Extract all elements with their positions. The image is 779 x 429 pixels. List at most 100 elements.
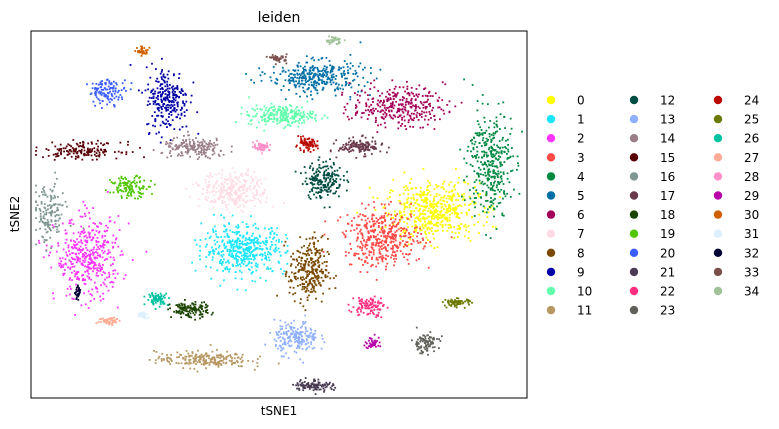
scatter-point: [161, 78, 163, 80]
scatter-point: [416, 217, 419, 220]
scatter-point: [239, 269, 241, 272]
scatter-point: [325, 177, 328, 180]
scatter-point: [489, 206, 491, 208]
scatter-point: [206, 199, 209, 201]
scatter-point: [404, 234, 407, 237]
scatter-point: [495, 130, 497, 133]
scatter-point: [273, 71, 275, 74]
scatter-point: [381, 216, 384, 219]
scatter-point: [319, 270, 322, 272]
scatter-point: [228, 270, 230, 273]
scatter-point: [269, 236, 271, 239]
scatter-point: [254, 248, 256, 251]
scatter-point: [384, 234, 387, 237]
scatter-point: [297, 113, 300, 116]
scatter-point: [43, 189, 45, 192]
scatter-point: [148, 96, 151, 99]
scatter-point: [39, 213, 42, 215]
scatter-point: [460, 195, 463, 198]
scatter-point: [106, 229, 108, 232]
scatter-point: [317, 68, 319, 71]
scatter-point: [304, 68, 307, 71]
scatter-point: [217, 354, 220, 357]
scatter-point: [311, 236, 314, 239]
scatter-point: [457, 192, 459, 195]
scatter-point: [230, 198, 233, 201]
scatter-point: [164, 99, 167, 102]
scatter-point: [235, 190, 238, 193]
scatter-point: [393, 114, 396, 117]
scatter-point: [367, 203, 370, 206]
scatter-point: [184, 362, 186, 365]
scatter-point: [300, 331, 303, 334]
scatter-point: [286, 120, 289, 122]
scatter-point: [360, 116, 363, 119]
scatter-point: [290, 340, 293, 343]
scatter-point: [96, 225, 98, 228]
scatter-point: [424, 101, 427, 104]
scatter-point: [216, 348, 218, 351]
scatter-point: [254, 280, 257, 283]
scatter-point: [151, 115, 154, 117]
scatter-point: [114, 241, 116, 244]
scatter-point: [91, 148, 94, 150]
scatter-point: [240, 365, 242, 367]
scatter-point: [202, 358, 205, 361]
scatter-point: [252, 192, 254, 195]
scatter-point: [302, 321, 304, 323]
scatter-point: [226, 228, 228, 231]
scatter-point: [240, 254, 243, 257]
scatter-point: [365, 243, 367, 246]
scatter-point: [273, 116, 276, 119]
scatter-point: [308, 334, 310, 337]
scatter-point: [281, 118, 284, 120]
scatter-point: [392, 233, 395, 236]
scatter-point: [395, 229, 398, 232]
scatter-point: [92, 254, 95, 256]
scatter-point: [172, 101, 175, 104]
scatter-point: [305, 78, 307, 80]
scatter-point: [220, 173, 223, 176]
scatter-point: [290, 263, 293, 265]
scatter-point: [429, 221, 431, 224]
scatter-point: [469, 189, 471, 192]
scatter-point: [507, 148, 509, 151]
scatter-point: [455, 167, 457, 170]
scatter-point: [298, 262, 300, 264]
scatter-point: [95, 264, 97, 266]
scatter-point: [365, 247, 368, 250]
scatter-point: [299, 114, 302, 117]
scatter-point: [286, 333, 288, 336]
scatter-point: [309, 73, 311, 76]
scatter-point: [75, 283, 77, 286]
scatter-point: [492, 202, 495, 205]
scatter-point: [321, 262, 324, 265]
scatter-point: [104, 278, 106, 281]
scatter-point: [486, 155, 488, 158]
scatter-point: [96, 149, 99, 152]
scatter-point: [180, 106, 183, 109]
scatter-point: [209, 235, 212, 238]
scatter-point: [290, 332, 292, 335]
scatter-point: [255, 192, 258, 195]
scatter-point: [494, 149, 497, 151]
scatter-point: [463, 225, 466, 228]
scatter-point: [333, 163, 335, 166]
scatter-point: [39, 227, 41, 230]
scatter-point: [310, 188, 313, 191]
scatter-point: [305, 177, 308, 180]
scatter-point: [290, 333, 293, 336]
scatter-point: [101, 245, 104, 248]
scatter-point: [329, 189, 332, 192]
scatter-point: [217, 190, 220, 193]
scatter-point: [487, 173, 490, 176]
scatter-point: [315, 179, 318, 181]
scatter-point: [362, 112, 365, 114]
scatter-point: [272, 66, 275, 68]
scatter-point: [203, 153, 206, 155]
scatter-point: [308, 177, 311, 180]
scatter-point: [423, 190, 426, 193]
scatter-point: [303, 119, 305, 122]
scatter-point: [295, 266, 297, 269]
scatter-point: [380, 227, 382, 230]
